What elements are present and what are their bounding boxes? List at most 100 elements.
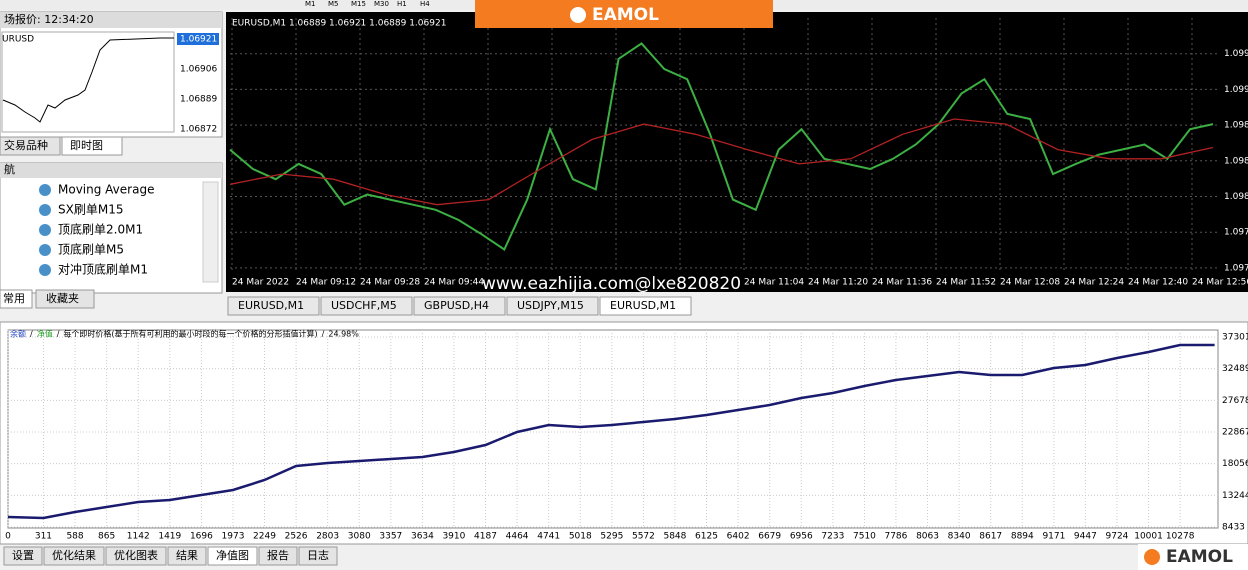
legend-text: / [30, 330, 33, 339]
tab-label[interactable]: 常用 [3, 292, 25, 305]
timeframe[interactable]: H4 [420, 0, 430, 8]
nav-item[interactable]: 顶底刷单2.0M1 [58, 222, 143, 237]
bottom-tab-label[interactable]: 优化结果 [52, 548, 96, 562]
legend-text: 余额 [10, 329, 26, 339]
y-tick-label: 1.097 [1224, 228, 1248, 238]
bottom-tab[interactable] [298, 546, 338, 566]
tab[interactable] [0, 136, 61, 156]
tab-label[interactable]: 即时图 [70, 139, 103, 152]
x-tick-label: 8340 [948, 532, 971, 542]
bottom-tab-label[interactable]: 日志 [307, 549, 329, 562]
chart-tab[interactable] [413, 296, 506, 316]
x-tick-label: 24 Mar 12:24 [1064, 278, 1124, 288]
x-tick-label: 865 [98, 532, 115, 542]
x-tick-label: 588 [66, 532, 83, 542]
bottom-tab-label[interactable]: 优化图表 [114, 548, 158, 562]
plot-area [7, 329, 1219, 529]
x-tick-label: 5572 [632, 532, 655, 542]
chart-tab-label[interactable]: GBPUSD,H4 [424, 299, 489, 312]
bottom-tab[interactable] [3, 546, 43, 566]
logo [1144, 549, 1160, 565]
chart-tab-label[interactable]: EURUSD,M1 [238, 299, 304, 312]
bottom-tab[interactable] [167, 546, 207, 566]
bottom-tab-label[interactable]: 设置 [12, 549, 34, 562]
bottom-tab[interactable] [105, 546, 167, 566]
logo [570, 7, 586, 23]
timeframe[interactable]: H1 [397, 0, 407, 8]
x-tick-label: 0 [5, 532, 11, 542]
chart-tab-label[interactable]: USDJPY,M15 [517, 299, 584, 312]
nav-item[interactable]: Moving Average [58, 183, 154, 197]
chart-tab[interactable] [506, 296, 599, 316]
bottom-tab[interactable] [258, 546, 298, 566]
bottom-tab-label[interactable]: 结果 [176, 549, 198, 562]
bottom-tab[interactable] [43, 546, 105, 566]
x-tick-label: 10001 [1134, 532, 1163, 542]
legend-text: / [57, 330, 60, 339]
timeframe[interactable]: M5 [328, 0, 339, 8]
nav-item[interactable]: 顶底刷单M5 [58, 242, 124, 257]
price-chart [226, 12, 1248, 292]
x-tick-label: 3080 [348, 532, 371, 542]
legend-text: 净值 [37, 329, 53, 339]
x-tick-label: 24 Mar 12:40 [1128, 278, 1188, 288]
nav-item[interactable]: SX刷单M15 [58, 203, 123, 217]
price-label: 1.06872 [180, 125, 217, 135]
x-tick-label: 5018 [569, 532, 592, 542]
x-tick-label: 3357 [379, 532, 402, 542]
panel-title: 场报价: 12:34:20 [4, 12, 94, 26]
timeframe[interactable]: M15 [351, 0, 366, 8]
x-tick-label: 4187 [474, 532, 497, 542]
chart-tab[interactable] [320, 296, 413, 316]
x-tick-label: 2526 [285, 532, 308, 542]
x-tick-label: 4741 [537, 532, 560, 542]
bottom-tab-label[interactable]: 净值图 [216, 548, 249, 562]
timeframe[interactable]: M1 [305, 0, 316, 8]
x-tick-label: 9171 [1042, 532, 1065, 542]
chart-header: EURUSD,M1 1.06889 1.06921 1.06889 1.0692… [232, 19, 446, 29]
x-tick-label: 8617 [979, 532, 1002, 542]
x-tick-label: 24 Mar 12:08 [1000, 278, 1060, 288]
navigator [0, 162, 223, 294]
x-tick-label: 9447 [1074, 532, 1097, 542]
y-tick-label: 1.099 [1224, 85, 1248, 95]
x-tick-label: 6402 [727, 532, 750, 542]
bottom-tab-label[interactable]: 报告 [267, 548, 289, 562]
y-tick-label: 1.099 [1224, 49, 1248, 59]
legend-text: 每个即时价格(基于所有可利用的最小时段的每一个价格的分形插值计算) [63, 329, 317, 339]
x-tick-label: 24 Mar 09:28 [360, 278, 420, 288]
ea-icon [39, 204, 51, 216]
x-tick-label: 10278 [1166, 532, 1195, 542]
chart-tab-label[interactable]: USDCHF,M5 [331, 299, 397, 312]
x-tick-label: 6956 [790, 532, 813, 542]
nav-item[interactable]: 对冲顶底刷单M1 [58, 262, 148, 277]
x-tick-label: 3910 [442, 532, 465, 542]
legend-text: / [322, 330, 325, 339]
panel-header [0, 163, 222, 178]
panel-header [0, 12, 222, 28]
symbol: URUSD [2, 35, 34, 45]
chart-tab-label[interactable]: EURUSD,M1 [610, 299, 676, 312]
watermark: www.eazhijia.com@lxe820820 [482, 274, 741, 294]
timeframe[interactable]: M30 [374, 0, 389, 8]
x-tick-label: 2249 [253, 532, 276, 542]
x-tick-label: 24 Mar 12:56 [1192, 278, 1248, 288]
y-tick-label: 1.097 [1224, 263, 1248, 273]
tab-label[interactable]: 交易品种 [4, 138, 48, 152]
x-tick-label: 24 Mar 2022 [232, 278, 289, 288]
x-tick-label: 7233 [821, 532, 844, 542]
chart-tab[interactable] [599, 296, 692, 316]
bottom-tab[interactable] [207, 546, 258, 566]
y-tick-label: 1.098 [1224, 192, 1248, 202]
tab[interactable] [0, 289, 33, 309]
tab-label[interactable]: 收藏夹 [46, 291, 79, 305]
tab[interactable] [35, 289, 95, 309]
tab[interactable] [61, 136, 123, 156]
x-tick-label: 7786 [884, 532, 907, 542]
y-tick-label: 37301 [1222, 332, 1248, 342]
ea-icon [39, 224, 51, 236]
y-tick-label: 27678 [1222, 396, 1248, 406]
chart-tab[interactable] [227, 296, 320, 316]
price-label: 1.06889 [180, 95, 217, 105]
y-tick-label: 22867 [1222, 427, 1248, 437]
